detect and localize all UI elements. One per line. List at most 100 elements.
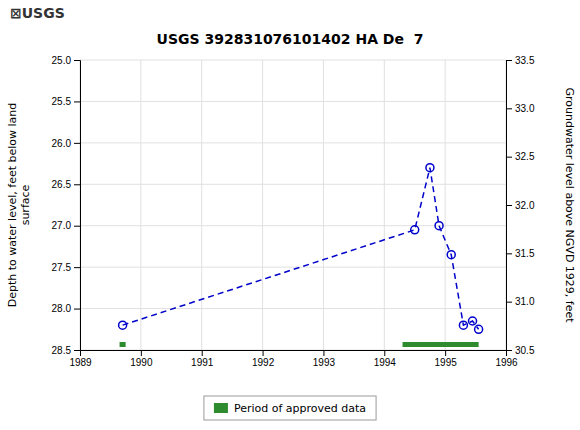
y-tick-label: 27.5 (52, 262, 72, 273)
x-tick-label: 1989 (69, 357, 92, 368)
marks (119, 164, 483, 347)
grid-line-y (80, 101, 506, 102)
x-axis-line (81, 351, 507, 357)
legend-label: Period of approved data (234, 402, 366, 415)
grid-line-x (323, 60, 324, 350)
y-tick-mark (74, 350, 80, 351)
y2-tick: 33.5 (506, 55, 535, 66)
x-axis: 1989 1990 1991 1992 1993 1994 1995 1996 (69, 350, 518, 368)
x-tick-label: 1995 (435, 357, 458, 368)
y-tick-label: 25.0 (52, 55, 72, 66)
y-tick-mark (74, 226, 80, 227)
x-tick-mark (263, 350, 264, 356)
x-tick: 1992 (252, 350, 275, 368)
data-point (411, 226, 419, 234)
x-tick-label: 1994 (374, 357, 397, 368)
y-tick-mark (74, 309, 80, 310)
data-line (123, 168, 479, 330)
y-tick-label: 26.0 (52, 138, 72, 149)
grid-line-x (262, 60, 263, 350)
y-tick-mark (74, 143, 80, 144)
grid (80, 60, 506, 350)
y-axis-label: Depth to water level, feet below landsur… (6, 103, 32, 308)
y2-tick: 32.0 (506, 200, 535, 211)
y-tick-mark (74, 60, 80, 61)
y2-axis-label: Groundwater level above NGVD 1929, feet (563, 87, 576, 323)
y-tick-label: 25.5 (52, 96, 72, 107)
data-point (475, 325, 483, 333)
data-point (426, 164, 434, 172)
data-point (435, 222, 443, 230)
y2-tick-mark (506, 60, 512, 61)
data-point (447, 251, 455, 259)
y2-tick: 31.5 (506, 248, 535, 259)
y-tick-label: 27.0 (52, 220, 72, 231)
x-tick-label: 1992 (252, 357, 275, 368)
y-tick-mark (74, 101, 80, 102)
legend-swatch (214, 403, 228, 413)
x-tick: 1994 (374, 350, 397, 368)
x-tick-mark (384, 350, 385, 356)
y2-tick: 31.0 (506, 296, 535, 307)
y2-tick-mark (506, 350, 512, 351)
x-tick: 1995 (435, 350, 458, 368)
legend-box (204, 396, 376, 420)
y2-axis-label-line: Groundwater level above NGVD 1929, feet (563, 87, 576, 323)
y-axis-label-line: surface (19, 184, 32, 225)
y2-tick-label: 32.5 (515, 151, 535, 162)
y2-tick-mark (506, 157, 512, 158)
x-tick-mark (202, 350, 203, 356)
x-tick: 1991 (191, 350, 214, 368)
data-point (469, 317, 477, 325)
y2-tick-label: 33.5 (515, 55, 535, 66)
grid-line-x (201, 60, 202, 350)
y-tick: 25.0 (52, 55, 80, 66)
y2-tick: 30.5 (506, 345, 535, 356)
y2-axis-line (507, 61, 513, 351)
y-tick: 27.5 (52, 262, 80, 273)
x-tick-label: 1990 (130, 357, 153, 368)
y-tick-label: 26.5 (52, 179, 72, 190)
y2-tick-label: 31.0 (515, 296, 535, 307)
grid-line-x (140, 60, 141, 350)
y-tick: 26.5 (52, 179, 80, 190)
chart-svg: ⊠USGSUSGS 392831076101402 HA De 71989199… (0, 0, 580, 430)
y-tick: 28.0 (52, 303, 80, 314)
period-bar (403, 342, 479, 347)
y2-tick: 32.5 (506, 151, 535, 162)
y2-axis: 30.5 31.0 31.5 32.0 32.5 33.0 33.5 (506, 55, 535, 356)
y-tick-label: 28.0 (52, 303, 72, 314)
grid-line-y (80, 267, 506, 268)
y-tick: 25.5 (52, 96, 80, 107)
x-tick-mark (323, 350, 324, 356)
legend: Period of approved data (204, 396, 376, 420)
grid-line-y (80, 142, 506, 143)
y2-tick-label: 30.5 (515, 345, 535, 356)
period-bar (120, 342, 126, 347)
grid-line-x (384, 60, 385, 350)
y-tick-mark (74, 267, 80, 268)
grid-line-x (445, 60, 446, 350)
data-point (459, 321, 467, 329)
y2-tick-mark (506, 302, 512, 303)
y-axis-line (74, 61, 81, 351)
y-tick: 27.0 (52, 220, 80, 231)
y-tick-mark (74, 184, 80, 185)
x-tick-label: 1993 (313, 357, 336, 368)
x-tick: 1990 (130, 350, 153, 368)
y-tick-label: 28.5 (52, 345, 72, 356)
data-point (119, 321, 127, 329)
y2-tick-label: 32.0 (515, 200, 535, 211)
y2-tick-mark (506, 253, 512, 254)
x-tick: 1989 (69, 350, 92, 368)
y2-tick-label: 33.0 (515, 103, 535, 114)
annotation: ⊠USGS (10, 5, 65, 21)
y2-tick: 33.0 (506, 103, 535, 114)
x-tick: 1993 (313, 350, 336, 368)
grid-line-y (80, 308, 506, 309)
y2-tick-mark (506, 205, 512, 206)
plot-area: 1989 1990 1991 1992 1993 1994 1995 1996 25.0 25.5… (52, 55, 535, 368)
y-axis-label-line: Depth to water level, feet below land (6, 103, 19, 308)
x-tick-label: 1996 (495, 357, 518, 368)
grid-line-y (80, 184, 506, 185)
